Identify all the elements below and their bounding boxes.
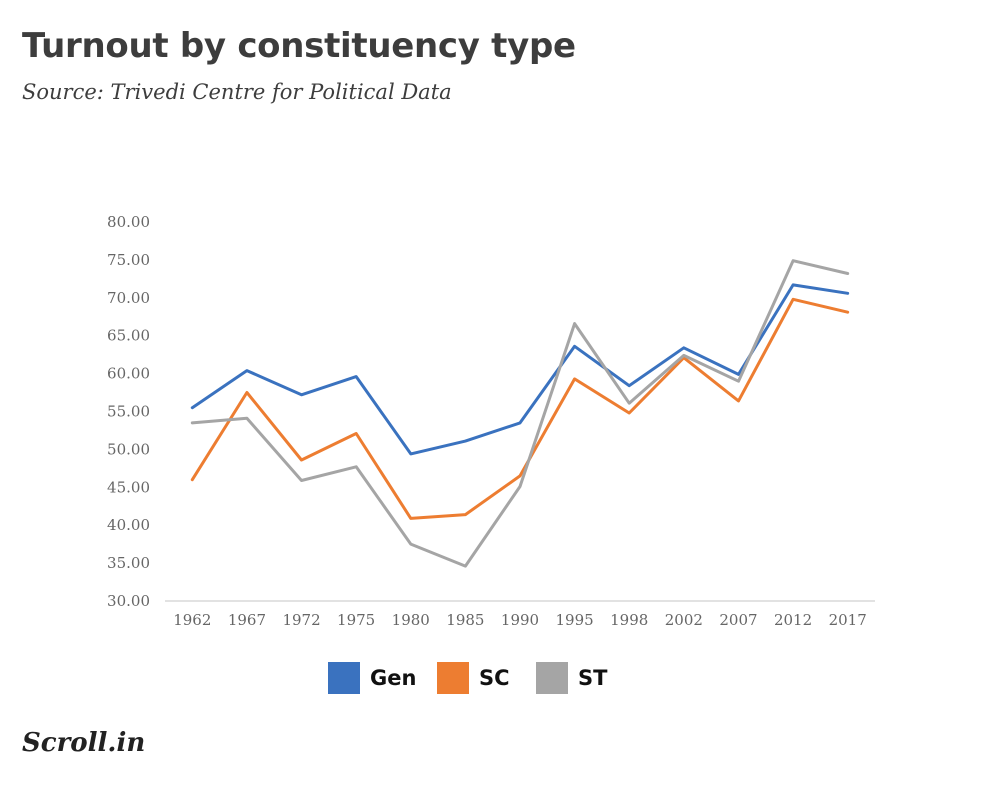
series-line-sc bbox=[190, 297, 850, 520]
chart-title: Turnout by constituency type bbox=[22, 26, 576, 66]
series-line-st bbox=[190, 259, 850, 568]
chart-legend: Gen SC ST bbox=[0, 662, 1000, 694]
y-tick-label: 80.00 bbox=[107, 213, 150, 231]
x-tick-label: 1980 bbox=[392, 611, 430, 629]
series-line-gen bbox=[190, 283, 850, 456]
legend-label: Gen bbox=[370, 666, 417, 690]
y-tick-label: 60.00 bbox=[107, 365, 150, 383]
x-tick-label: 2017 bbox=[829, 611, 867, 629]
legend-item-st: ST bbox=[536, 662, 607, 694]
x-tick-label: 1995 bbox=[556, 611, 594, 629]
y-axis-ticks: 30.00 35.00 40.00 45.00 50.00 55.00 60.00 65.00… bbox=[107, 213, 150, 610]
y-tick-label: 50.00 bbox=[107, 440, 150, 458]
chart-subtitle: Source: Trivedi Centre for Political Dat… bbox=[22, 80, 452, 104]
x-tick-label: 1990 bbox=[501, 611, 539, 629]
y-tick-label: 35.00 bbox=[107, 554, 150, 572]
x-tick-label: 1967 bbox=[228, 611, 266, 629]
legend-swatch bbox=[536, 662, 568, 694]
y-tick-label: 30.00 bbox=[107, 592, 150, 610]
x-tick-label: 1985 bbox=[446, 611, 484, 629]
y-tick-label: 40.00 bbox=[107, 516, 150, 534]
x-tick-label: 2007 bbox=[719, 611, 757, 629]
y-tick-label: 45.00 bbox=[107, 478, 150, 496]
legend-item-sc: SC bbox=[437, 662, 510, 694]
x-tick-label: 1975 bbox=[337, 611, 375, 629]
legend-label: SC bbox=[479, 666, 510, 690]
x-tick-label: 1972 bbox=[282, 611, 320, 629]
x-tick-label: 1962 bbox=[173, 611, 211, 629]
series-lines bbox=[190, 259, 850, 568]
x-tick-label: 1998 bbox=[610, 611, 648, 629]
scroll-logo: Scroll.in bbox=[22, 728, 146, 758]
legend-swatch bbox=[437, 662, 469, 694]
x-tick-label: 2002 bbox=[665, 611, 703, 629]
legend-swatch bbox=[328, 662, 360, 694]
y-tick-label: 65.00 bbox=[107, 327, 150, 345]
x-tick-label: 2012 bbox=[774, 611, 812, 629]
y-tick-label: 70.00 bbox=[107, 289, 150, 307]
legend-item-gen: Gen bbox=[328, 662, 416, 694]
y-tick-label: 55.00 bbox=[107, 403, 150, 421]
x-axis-ticks: 1962 1967 1972 1975 1980 1985 1990 1995 1998 2002… bbox=[173, 611, 867, 629]
y-tick-label: 75.00 bbox=[107, 251, 150, 269]
legend-label: ST bbox=[578, 666, 608, 690]
